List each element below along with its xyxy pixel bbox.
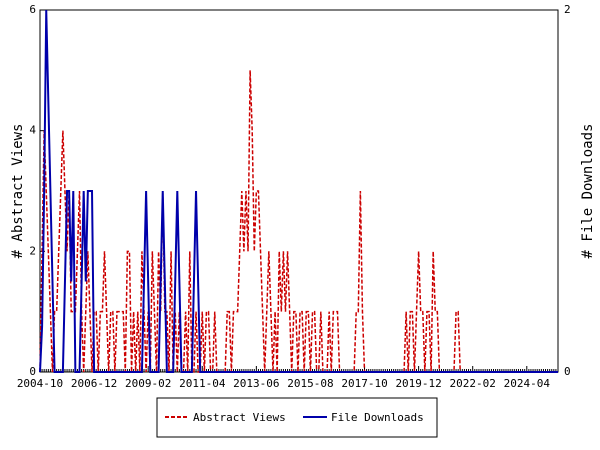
plot-frame bbox=[39, 9, 559, 373]
y-tick-label: 4 bbox=[29, 124, 36, 137]
y-tick-label: 6 bbox=[29, 3, 36, 16]
y-axis-title: # Abstract Views bbox=[10, 124, 26, 259]
x-tick-label: 2006-12 bbox=[71, 377, 117, 390]
x-tick-label: 2022-02 bbox=[450, 377, 496, 390]
legend-label: Abstract Views bbox=[193, 411, 286, 424]
x-tick-label: 2015-08 bbox=[287, 377, 333, 390]
legend-label: File Downloads bbox=[331, 411, 424, 424]
legend-box bbox=[156, 397, 438, 438]
x-tick-label: 2019-12 bbox=[395, 377, 441, 390]
y2-tick-label: 2 bbox=[564, 3, 571, 16]
x-tick-label: 2009-02 bbox=[125, 377, 171, 390]
series-line bbox=[39, 70, 558, 373]
y2-axis-title: # File Downloads bbox=[580, 124, 596, 259]
x-tick-label: 2011-04 bbox=[179, 377, 226, 390]
series-line bbox=[39, 9, 558, 373]
y-tick-label: 0 bbox=[29, 365, 36, 378]
y-tick-label: 2 bbox=[29, 244, 36, 257]
x-tick-label: 2004-10 bbox=[17, 377, 63, 390]
x-tick-label: 2017-10 bbox=[341, 377, 387, 390]
x-tick-label: 2013-06 bbox=[233, 377, 279, 390]
y2-tick-label: 0 bbox=[564, 365, 571, 378]
x-tick-label: 2024-04 bbox=[504, 377, 551, 390]
